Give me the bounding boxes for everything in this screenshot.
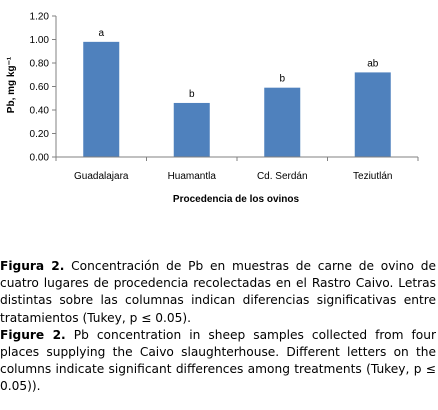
figure-caption: Figura 2. Concentración de Pb en muestra…: [0, 258, 436, 396]
x-tick-label: Guadalajara: [74, 171, 129, 182]
y-tick-label: 1.00: [30, 35, 50, 46]
caption-spanish-text: Concentración de Pb en muestras de carne…: [0, 259, 436, 325]
bars-group: [83, 41, 391, 157]
x-axis-title: Procedencia de los ovinos: [173, 194, 300, 205]
caption-english-label: Figure 2.: [0, 327, 66, 342]
y-axis-ticks: 0.00 0.20 0.40 0.60 0.80 1.00 1.20: [30, 12, 56, 164]
significance-letter: ab: [367, 58, 379, 69]
caption-spanish-label: Figura 2.: [0, 259, 65, 273]
x-tick-label: Teziutlán: [353, 171, 392, 182]
bar-chart: 0.00 0.20 0.40 0.60 0.80 1.00 1.20 a b b ab Guada…: [6, 12, 419, 205]
x-tick-label: Cd. Serdán: [257, 171, 308, 182]
y-tick-label: 0.00: [30, 153, 50, 164]
caption-english: Figure 2. Pb concentration in sheep samp…: [0, 327, 436, 396]
bar: [83, 41, 120, 157]
significance-letter: b: [189, 89, 195, 100]
x-tick-label: Huamantla: [168, 171, 217, 182]
bar: [264, 87, 301, 157]
y-tick-label: 1.20: [30, 12, 50, 23]
caption-spanish: Figura 2. Concentración de Pb en muestra…: [0, 258, 436, 327]
bar: [354, 72, 391, 157]
significance-letter: a: [98, 28, 104, 39]
significance-letter: b: [279, 74, 285, 85]
x-axis-ticks: Guadalajara Huamantla Cd. Serdán Teziutlán: [55, 157, 419, 182]
y-tick-label: 0.60: [30, 82, 50, 93]
y-tick-label: 0.40: [30, 106, 50, 117]
bar: [173, 102, 210, 157]
y-axis-title: Pb, mg kg⁻¹: [6, 56, 17, 113]
y-tick-label: 0.20: [30, 129, 50, 140]
caption-english-text: Pb concentration in sheep samples collec…: [0, 327, 436, 394]
y-tick-label: 0.80: [30, 59, 50, 70]
